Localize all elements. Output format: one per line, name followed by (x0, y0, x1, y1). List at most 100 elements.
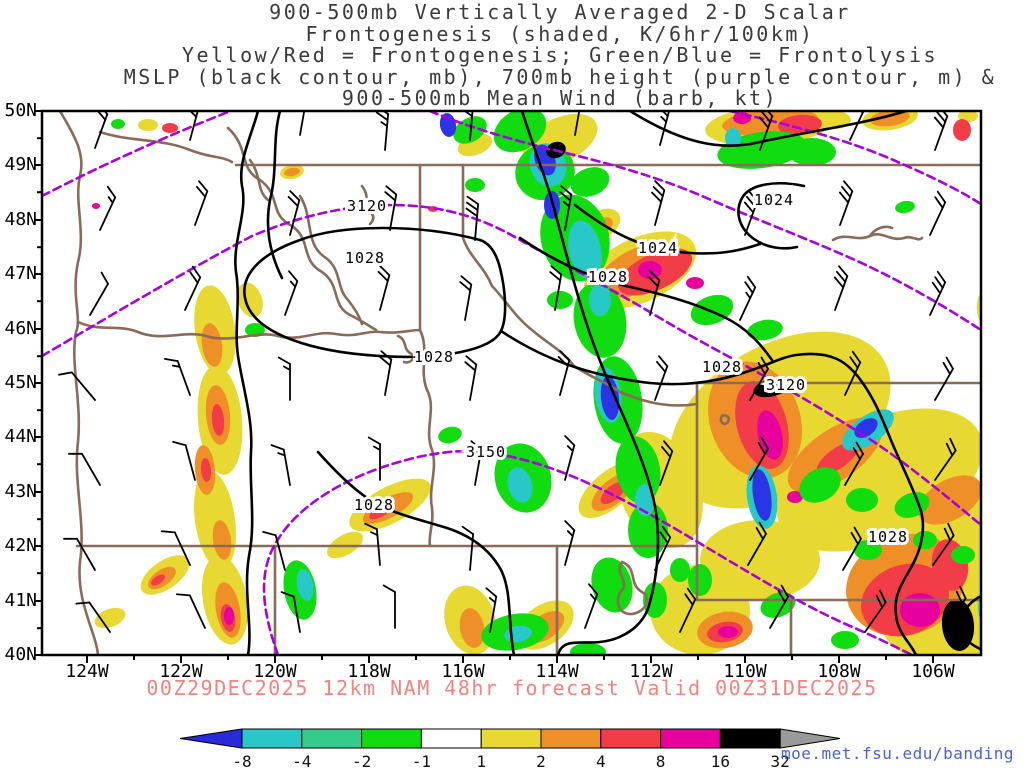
lon-label-114W: 114W (535, 661, 579, 682)
wind-barb (559, 185, 573, 231)
title-line-4: MSLP (black contour, mb), 700mb height (… (123, 64, 997, 89)
wind-barb (382, 584, 396, 629)
colorbar-value--8: -8 (232, 752, 252, 768)
wind-barb (557, 350, 571, 396)
lat-label-50N: 50N (4, 100, 37, 121)
colorbar-segment (600, 728, 662, 749)
wind-barb (485, 587, 498, 633)
lat-label-48N: 48N (4, 209, 37, 230)
wind-barb (194, 180, 209, 226)
frontogenesis-shading (92, 111, 981, 655)
wind-barb (58, 371, 96, 401)
wind-barb (277, 356, 291, 401)
lon-label-110W: 110W (723, 661, 767, 682)
wind-barb (469, 440, 483, 486)
lon-label-106W: 106W (911, 661, 955, 682)
lat-label-45N: 45N (4, 372, 37, 393)
wind-barb (932, 522, 955, 566)
wind-barb (864, 589, 887, 633)
contour-label-1028: 1028 (702, 358, 742, 376)
contour-label-3120: 3120 (347, 197, 387, 215)
lon-label-124W: 124W (65, 661, 109, 682)
contour-label-1028: 1028 (414, 348, 454, 366)
lat-label-49N: 49N (4, 154, 37, 175)
wind-barb (175, 593, 206, 629)
wind-barb (284, 270, 299, 316)
lat-label-41N: 41N (4, 590, 37, 611)
wind-barb (659, 111, 671, 146)
wind-barb (160, 530, 191, 566)
wind-barb (364, 522, 381, 566)
forecast-valid-caption: 00Z29DEC2025 12km NAM 48hr forecast Vali… (146, 676, 878, 700)
contour-label-1024: 1024 (638, 239, 678, 257)
wind-barb (933, 111, 949, 151)
wind-barb (461, 525, 475, 571)
lat-label-46N: 46N (4, 318, 37, 339)
colorbar-value--1: -1 (411, 752, 432, 768)
wind-barb (743, 190, 759, 236)
wind-barb (934, 437, 957, 481)
colorbar-left-arrow (179, 728, 243, 749)
wind-barb (270, 444, 291, 486)
wind-barb (844, 441, 864, 486)
wind-barb (749, 356, 769, 401)
wind-barb (564, 435, 576, 481)
title-line-1: 900-500mb Vertically Averaged 2-D Scalar (269, 0, 851, 24)
contour-label-1028: 1028 (345, 249, 385, 267)
wind-barb (739, 275, 757, 321)
wind-barb (75, 601, 111, 633)
wind-barb (838, 180, 854, 226)
wind-barb (749, 436, 769, 481)
wind-barb (564, 520, 576, 566)
wind-barb (929, 270, 947, 316)
colorbar-segment (540, 728, 602, 749)
wind-barb (99, 185, 117, 231)
contour-label-3150: 3150 (466, 443, 506, 461)
wind-barb (376, 111, 390, 151)
wind-barb (384, 185, 398, 231)
colorbar-value-8: 8 (655, 752, 666, 768)
wind-barb (463, 111, 474, 141)
map-plot-area: 3120 1028 1024 1028 1024 1028 1028 3120 3150 1028… (34, 109, 983, 663)
wind-barb (844, 350, 862, 396)
lat-label-44N: 44N (4, 426, 37, 447)
wind-barb (163, 358, 191, 396)
wind-barb (584, 583, 599, 629)
wind-barb (651, 180, 666, 226)
contour-label-1028: 1028 (588, 268, 628, 286)
wind-barb (833, 265, 849, 311)
wind-barb (747, 521, 767, 566)
colorbar-value-16: 16 (710, 752, 731, 768)
wind-barb (659, 440, 674, 486)
wind-barb (465, 195, 480, 241)
contour-labels: 3120 1028 1024 1028 1024 1028 1028 3120 3150 1028… (342, 188, 910, 549)
wind-barb (574, 111, 581, 136)
colorbar (179, 728, 841, 749)
wind-barb (769, 584, 789, 629)
colorbar-segment (719, 728, 781, 749)
contour-label-1024: 1024 (754, 191, 794, 209)
colorbar-right-arrow (779, 728, 841, 749)
wind-barb (654, 525, 672, 571)
wind-barb (654, 355, 669, 401)
lon-label-108W: 108W (817, 661, 861, 682)
lon-label-122W: 122W (159, 661, 203, 682)
lon-label-118W: 118W (347, 661, 391, 682)
site-link[interactable]: moe.met.fsu.edu/banding (780, 744, 1014, 763)
map-frame (40, 109, 983, 657)
wind-barb (367, 436, 381, 481)
wind-barb (377, 265, 391, 311)
title-line-3: Yellow/Red = Frontogenesis; Green/Blue =… (181, 43, 939, 67)
wind-barb (68, 452, 101, 486)
wind-barb (934, 356, 954, 401)
colorbar-segment (361, 728, 422, 749)
lon-label-120W: 120W (253, 661, 297, 682)
wind-barb (944, 585, 967, 629)
wind-barb (679, 587, 697, 633)
wind-barb (459, 275, 473, 321)
wind-barb (172, 440, 196, 481)
colorbar-value--2: -2 (351, 752, 372, 768)
lat-label-47N: 47N (4, 263, 37, 284)
colorbar-segment (241, 728, 303, 749)
